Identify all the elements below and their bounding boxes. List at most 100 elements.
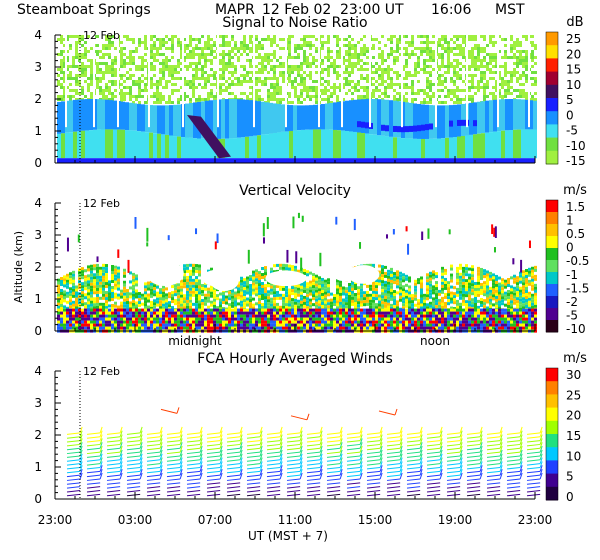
wind-barb — [86, 447, 101, 451]
wind-barb — [446, 490, 461, 493]
wind-barb — [126, 482, 141, 485]
x-tick-label: 07:00 — [198, 513, 233, 527]
wind-barb — [366, 459, 381, 462]
wind-barb — [366, 478, 381, 481]
snr-feature — [187, 115, 231, 159]
wind-barb — [246, 455, 261, 458]
wind-barb — [346, 432, 361, 435]
colorbar-label: 25 — [566, 32, 581, 46]
unit-label: dB — [566, 15, 583, 30]
wind-barb — [526, 474, 541, 478]
wind-barb — [106, 490, 121, 493]
wind-barb — [166, 440, 181, 443]
wind-barb — [286, 466, 301, 470]
colorbar-label: 25 — [566, 388, 581, 402]
wind-barb — [246, 443, 261, 447]
wind-barb — [166, 436, 181, 439]
wind-barb — [366, 482, 381, 485]
wind-barb — [326, 459, 341, 462]
wind-barb — [426, 436, 441, 439]
wind-barb — [506, 455, 521, 458]
wind-barb — [346, 451, 361, 455]
wind-barb — [166, 447, 181, 451]
wind-barb — [186, 447, 201, 451]
colorbar-label: 1.5 — [566, 200, 585, 214]
noon-label: noon — [420, 334, 450, 348]
colorbar-label: 0 — [566, 490, 574, 504]
wind-barb — [466, 443, 481, 447]
wind-barb — [286, 440, 301, 443]
wind-barb — [446, 455, 461, 458]
wind-barb — [160, 408, 178, 414]
wind-barb — [326, 466, 341, 470]
wind-barb — [366, 443, 381, 447]
wind-barb — [446, 470, 461, 474]
wind-barb — [326, 436, 341, 439]
wind-barb — [466, 493, 481, 497]
vertical-velocity-panel: Vertical Velocity m/s 0 1 2 3 4 Altitude (km) 12… — [12, 183, 589, 338]
wind-barb — [186, 470, 201, 474]
header-date: 12 Feb 02 — [262, 2, 331, 18]
wind-barb — [506, 459, 521, 462]
midnight-label: midnight — [168, 334, 222, 348]
wind-barb — [446, 459, 461, 462]
wind-barb — [466, 470, 481, 474]
wind-barb — [206, 432, 221, 435]
wind-barb — [466, 490, 481, 493]
wind-barb — [286, 490, 301, 493]
wind-barb — [406, 470, 421, 474]
wind-barb — [486, 478, 501, 481]
colorbar-segment — [546, 150, 558, 165]
wind-barb — [406, 482, 421, 485]
wind-barb — [526, 432, 541, 435]
y-tick-label: 1 — [34, 460, 42, 474]
wind-barb — [126, 432, 141, 435]
wind-barb — [406, 436, 421, 439]
wind-barb — [226, 463, 241, 466]
wind-barb — [486, 486, 501, 489]
wind-barb — [366, 436, 381, 439]
wind-barb — [426, 490, 441, 493]
wind-barb — [346, 443, 361, 447]
wind-barb — [86, 490, 101, 493]
wind-barb — [506, 490, 521, 493]
wind-barb — [186, 478, 201, 481]
wind-barb — [286, 486, 301, 489]
wind-barb — [186, 451, 201, 455]
colorbar-segment — [546, 272, 558, 285]
wind-barb — [426, 470, 441, 474]
x-tick-label: 03:00 — [118, 513, 153, 527]
wind-barb — [446, 478, 461, 481]
wind-barb — [226, 493, 241, 497]
wind-barb — [306, 451, 321, 455]
colorbar-segment — [546, 84, 558, 99]
wind-barb — [206, 447, 221, 451]
wind-barb — [406, 455, 421, 458]
wind-barb — [286, 451, 301, 455]
wind-barb — [146, 443, 161, 447]
wind-barb — [346, 490, 361, 493]
wind-barb — [366, 455, 381, 458]
wind-barb — [326, 470, 341, 474]
wind-barb — [86, 432, 101, 435]
wind-barb — [466, 486, 481, 489]
wind-barb — [306, 432, 321, 435]
x-tick-labels: 23:00 03:00 07:00 11:00 15:00 19:00 23:00 — [38, 513, 553, 527]
wind-barb — [66, 443, 81, 447]
wind-barb — [186, 455, 201, 458]
colorbar-segment — [546, 200, 558, 213]
wind-barb — [326, 440, 341, 443]
y-tick-label: 2 — [34, 428, 42, 442]
wind-barb — [506, 486, 521, 489]
wind-barb — [126, 455, 141, 458]
colorbar-label: -2 — [566, 295, 578, 309]
wind-barb — [186, 493, 201, 497]
wind-barb — [446, 451, 461, 455]
wind-barb — [446, 440, 461, 443]
wind-barb — [486, 443, 501, 447]
wind-barb — [226, 470, 241, 474]
wind-barb — [506, 440, 521, 443]
wind-barb — [66, 459, 81, 462]
wind-barb — [66, 436, 81, 439]
wind-barb — [426, 432, 441, 435]
